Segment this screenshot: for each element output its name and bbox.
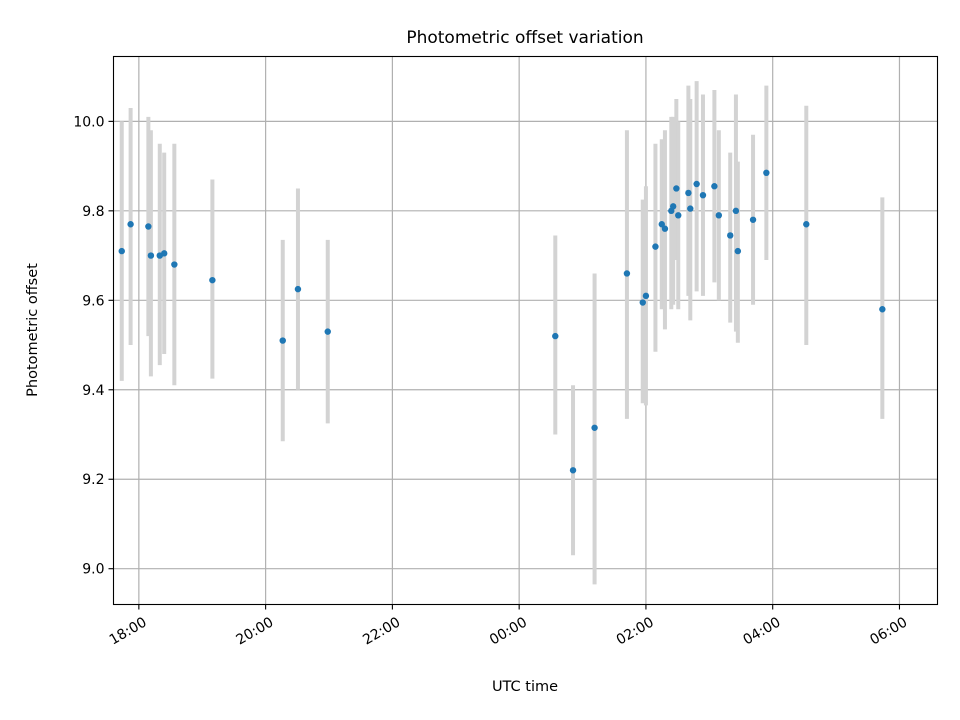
y-tick-label: 10.0 <box>73 114 104 130</box>
data-point <box>687 205 694 212</box>
data-point <box>669 203 677 210</box>
y-tick-label: 9.2 <box>82 472 104 488</box>
data-points <box>118 169 886 474</box>
plot-frame <box>112 55 939 606</box>
data-point <box>147 252 155 259</box>
data-point <box>727 232 734 239</box>
data-point <box>732 207 740 215</box>
data-point <box>642 292 650 300</box>
y-tick-label: 9.4 <box>82 383 104 399</box>
data-point <box>118 247 125 255</box>
data-point <box>294 285 302 293</box>
data-point <box>749 216 757 223</box>
data-point <box>675 212 682 219</box>
y-tick-label: 9.6 <box>82 293 104 309</box>
data-point <box>639 299 646 306</box>
chart-title: Photometric offset variation <box>406 28 643 48</box>
data-point <box>693 180 700 188</box>
y-axis-label: Photometric offset <box>25 263 41 397</box>
data-point <box>658 221 665 228</box>
data-point <box>734 247 742 255</box>
data-point <box>711 183 718 190</box>
y-tick-label: 9.0 <box>82 562 104 578</box>
data-point <box>209 276 216 284</box>
data-point <box>324 328 331 335</box>
data-point <box>279 337 286 344</box>
y-tick-label: 9.8 <box>82 204 104 220</box>
data-point <box>685 189 692 197</box>
data-point <box>591 424 598 431</box>
data-point <box>171 261 178 268</box>
y-axis-ticks: 9.0 9.2 9.4 9.6 9.8 10.0 <box>73 114 114 578</box>
data-point <box>652 243 659 250</box>
data-point <box>569 467 577 474</box>
data-point <box>803 221 810 228</box>
data-point <box>699 191 707 199</box>
data-point <box>145 223 152 230</box>
data-point <box>623 270 631 277</box>
data-point <box>763 169 770 177</box>
data-point <box>127 221 134 228</box>
data-point <box>661 225 669 232</box>
data-point <box>673 185 680 192</box>
data-point <box>879 306 886 313</box>
data-point <box>552 332 559 340</box>
x-axis-label: UTC time <box>492 679 558 695</box>
data-point <box>715 212 723 219</box>
data-point <box>161 250 168 257</box>
